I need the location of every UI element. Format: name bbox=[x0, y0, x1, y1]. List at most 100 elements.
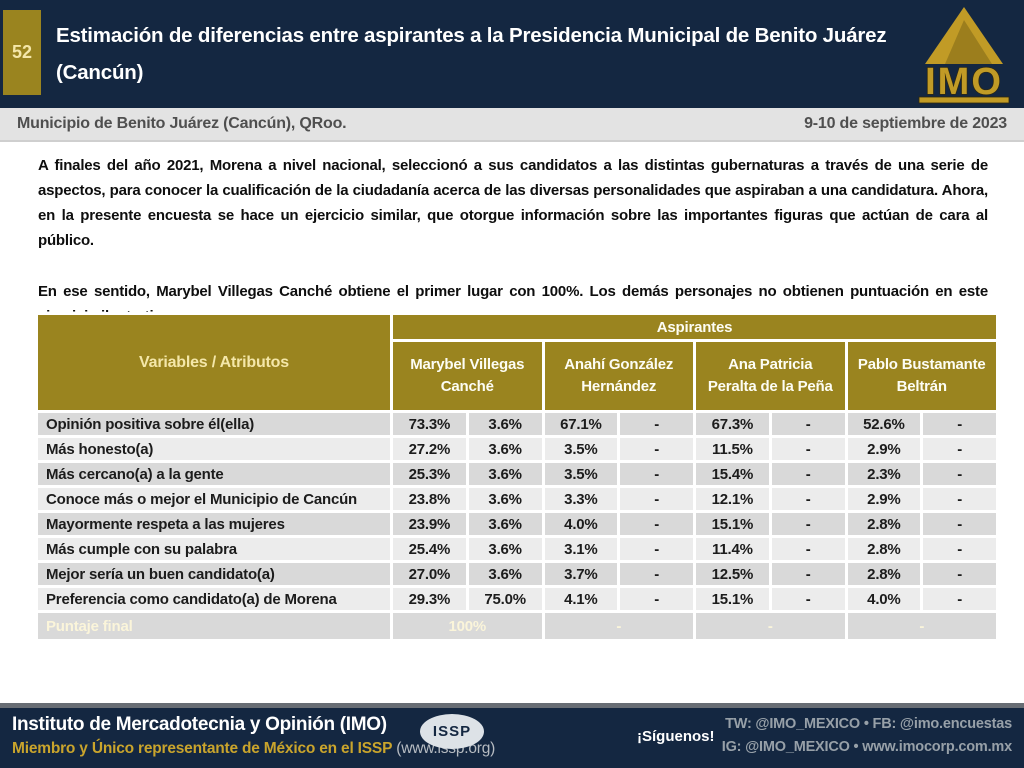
table-row: Mejor sería un buen candidato(a) 27.0% 3… bbox=[35, 560, 999, 588]
cell: 67.1% bbox=[541, 410, 621, 438]
cell: 3.6% bbox=[465, 485, 545, 513]
cell: 3.6% bbox=[465, 535, 545, 563]
cell: 27.0% bbox=[390, 560, 469, 588]
cell: 23.8% bbox=[390, 485, 469, 513]
social-line-2: IG: @IMO_MEXICO • www.imocorp.com.mx bbox=[721, 739, 1012, 755]
row-label: Mejor sería un buen candidato(a) bbox=[35, 560, 393, 588]
cell: 3.1% bbox=[541, 535, 621, 563]
cell: 2.8% bbox=[844, 560, 924, 588]
cell: 29.3% bbox=[390, 585, 469, 613]
cell: 15.4% bbox=[693, 460, 772, 488]
cell: 2.9% bbox=[844, 485, 924, 513]
body-text: A finales del año 2021, Morena a nivel n… bbox=[38, 153, 988, 329]
row-label: Conoce más o mejor el Municipio de Cancú… bbox=[35, 485, 393, 513]
cell: - bbox=[768, 510, 848, 538]
column-header-candidate-2: Ana Patricia Peralta de la Peña bbox=[693, 339, 848, 413]
cell: - bbox=[920, 535, 999, 563]
cell: 3.6% bbox=[465, 410, 545, 438]
slide-number-badge: 52 bbox=[3, 10, 41, 95]
cell: 2.9% bbox=[844, 435, 924, 463]
cell: - bbox=[617, 410, 696, 438]
issp-logo: ISSP bbox=[420, 714, 484, 749]
table-row: Preferencia como candidato(a) de Morena … bbox=[35, 585, 999, 613]
cell: - bbox=[768, 410, 848, 438]
table-candidate-header-row: Marybel Villegas Canché Anahí González H… bbox=[37, 339, 999, 413]
row-label: Más honesto(a) bbox=[35, 435, 393, 463]
cell: 4.0% bbox=[844, 585, 924, 613]
cell: - bbox=[920, 485, 999, 513]
table-row: Más cercano(a) a la gente 25.3% 3.6% 3.5… bbox=[35, 460, 999, 488]
cell: - bbox=[617, 510, 696, 538]
cell: - bbox=[768, 435, 848, 463]
cell: - bbox=[768, 535, 848, 563]
title-wrap: Estimación de diferencias entre aspirant… bbox=[56, 0, 896, 108]
table-row: Más cumple con su palabra 25.4% 3.6% 3.1… bbox=[35, 535, 999, 563]
cell: 2.3% bbox=[844, 460, 924, 488]
cell: 3.6% bbox=[465, 560, 545, 588]
imo-logo-bar bbox=[918, 96, 1010, 104]
cell: 23.9% bbox=[390, 510, 469, 538]
cell: - bbox=[920, 410, 999, 438]
row-label: Más cercano(a) a la gente bbox=[35, 460, 393, 488]
cell: - bbox=[768, 560, 848, 588]
table-row: Conoce más o mejor el Municipio de Cancú… bbox=[35, 485, 999, 513]
cell: 12.1% bbox=[693, 485, 772, 513]
cell: - bbox=[617, 585, 696, 613]
cell: - bbox=[920, 510, 999, 538]
cell: 15.1% bbox=[693, 585, 772, 613]
table-final-row: Puntaje final 100% - - - bbox=[35, 610, 999, 642]
cell: 3.6% bbox=[465, 435, 545, 463]
group-header-aspirantes: Aspirantes bbox=[390, 312, 999, 342]
table-row: Más honesto(a) 27.2% 3.6% 3.5% - 11.5% -… bbox=[35, 435, 999, 463]
cell: 4.0% bbox=[541, 510, 621, 538]
cell: 11.4% bbox=[693, 535, 772, 563]
cell: - bbox=[768, 485, 848, 513]
cell: - bbox=[617, 560, 696, 588]
imo-logo-text: IMO bbox=[925, 61, 1003, 103]
cell: 4.1% bbox=[541, 585, 621, 613]
imo-logo: IMO bbox=[918, 7, 1010, 104]
cell: 2.8% bbox=[844, 510, 924, 538]
row-label: Preferencia como candidato(a) de Morena bbox=[35, 585, 393, 613]
subheader-bar: Municipio de Benito Juárez (Cancún), QRo… bbox=[0, 108, 1024, 142]
cell: 73.3% bbox=[390, 410, 469, 438]
date-label: 9-10 de septiembre de 2023 bbox=[804, 115, 1007, 132]
table-row: Opinión positiva sobre él(ella) 73.3% 3.… bbox=[35, 410, 999, 438]
column-header-candidate-1: Anahí González Hernández bbox=[541, 339, 696, 413]
paragraph-intro: A finales del año 2021, Morena a nivel n… bbox=[38, 157, 988, 249]
cell: 3.7% bbox=[541, 560, 621, 588]
cell: 2.8% bbox=[844, 535, 924, 563]
row-label: Mayormente respeta a las mujeres bbox=[35, 510, 393, 538]
table-group-header-row: Variables / Atributos Aspirantes bbox=[35, 312, 999, 413]
cell: - bbox=[920, 560, 999, 588]
cell: 12.5% bbox=[693, 560, 772, 588]
cell: - bbox=[768, 460, 848, 488]
cell: - bbox=[920, 460, 999, 488]
results-table-wrap: Variables / Atributos Aspirantes Marybel… bbox=[35, 312, 999, 642]
cell: 11.5% bbox=[693, 435, 772, 463]
final-cell: 100% bbox=[390, 610, 545, 642]
cell: 3.3% bbox=[541, 485, 621, 513]
membership-text: Miembro y Único representante de México … bbox=[12, 740, 393, 757]
cell: - bbox=[617, 485, 696, 513]
social-links: TW: @IMO_MEXICO • FB: @imo.encuestas IG:… bbox=[722, 713, 1012, 759]
cell: 67.3% bbox=[693, 410, 772, 438]
org-name: Instituto de Mercadotecnia y Opinión (IM… bbox=[12, 714, 387, 735]
corner-header: Variables / Atributos bbox=[35, 312, 393, 413]
imo-logo-pyramid bbox=[925, 7, 1003, 64]
table-row: Mayormente respeta a las mujeres 23.9% 3… bbox=[35, 510, 999, 538]
cell: 3.6% bbox=[465, 460, 545, 488]
cell: 25.4% bbox=[390, 535, 469, 563]
cell: - bbox=[768, 585, 848, 613]
column-header-candidate-3: Pablo Bustamante Beltrán bbox=[844, 339, 999, 413]
results-table: Variables / Atributos Aspirantes Marybel… bbox=[35, 312, 999, 642]
imo-logo-pyramid-shadow bbox=[945, 20, 992, 64]
page-title: Estimación de diferencias entre aspirant… bbox=[56, 24, 887, 84]
cell: - bbox=[617, 535, 696, 563]
cell: 52.6% bbox=[844, 410, 924, 438]
row-label: Opinión positiva sobre él(ella) bbox=[35, 410, 393, 438]
membership-line: Miembro y Único representante de México … bbox=[12, 740, 495, 758]
municipality-label: Municipio de Benito Juárez (Cancún), QRo… bbox=[17, 115, 347, 132]
footer-bar: Instituto de Mercadotecnia y Opinión (IM… bbox=[0, 708, 1024, 768]
